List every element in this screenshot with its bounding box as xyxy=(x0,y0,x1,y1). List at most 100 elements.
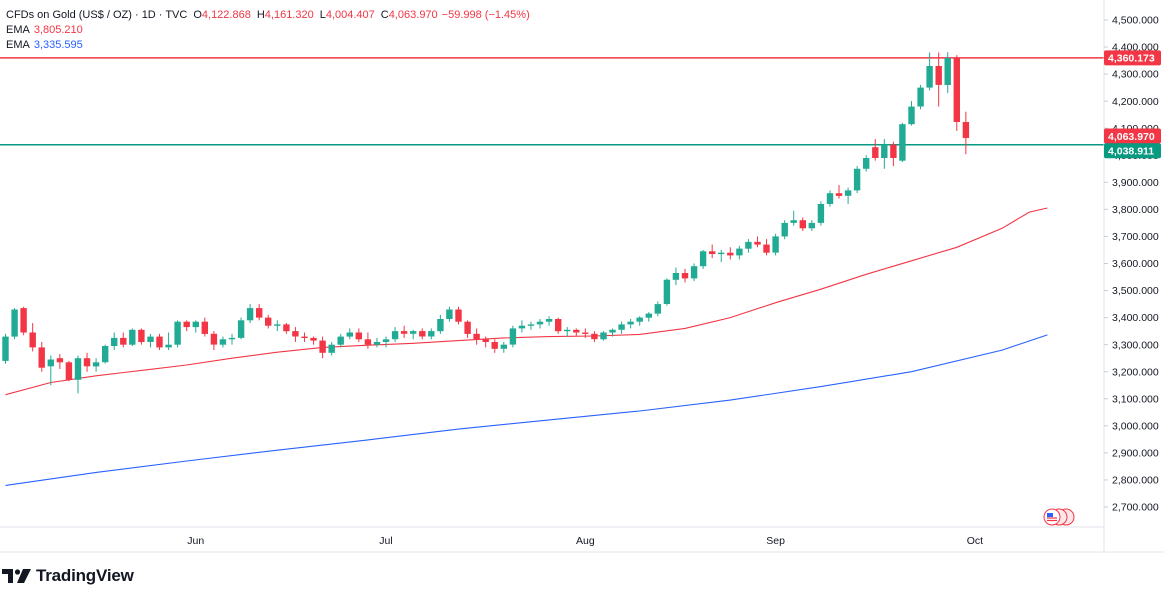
time-tick-label: Sep xyxy=(766,535,785,547)
candle-body xyxy=(663,279,671,304)
candle-body xyxy=(201,321,208,334)
candle-body xyxy=(219,339,227,345)
price-tag xyxy=(1104,50,1161,66)
candle-body xyxy=(38,347,45,368)
price-tick-label: 3,000.000 xyxy=(1112,420,1159,432)
candle-body xyxy=(355,332,362,340)
time-tick-label: Oct xyxy=(967,535,983,547)
candle-body xyxy=(890,144,897,158)
candle-body xyxy=(455,309,462,322)
candle-body xyxy=(917,87,924,107)
candle-body xyxy=(881,144,888,158)
candle-body xyxy=(899,124,906,161)
events-flag-icon[interactable] xyxy=(1043,508,1075,526)
price-tick-label: 2,700.000 xyxy=(1112,502,1159,514)
candle-body xyxy=(11,309,18,337)
price-tick-label: 3,700.000 xyxy=(1112,231,1159,243)
symbol-title[interactable]: CFDs on Gold (US$ / OZ) · 1D · TVC xyxy=(6,9,188,21)
price-tick-label: 2,800.000 xyxy=(1112,475,1159,487)
candle-body xyxy=(926,66,933,88)
candle-body xyxy=(754,241,761,245)
candle-body xyxy=(319,340,326,353)
candle-body xyxy=(56,358,64,363)
candle-body xyxy=(428,331,435,337)
candle-body xyxy=(274,324,281,326)
tradingview-brand[interactable]: TradingView xyxy=(2,566,134,586)
candle-body xyxy=(310,337,317,341)
candle-body xyxy=(799,220,806,229)
candle-body xyxy=(745,241,752,249)
candle-body xyxy=(29,332,36,348)
change-value: −59.998 (−1.45%) xyxy=(441,9,530,21)
candle-body xyxy=(962,122,970,138)
candle-body xyxy=(690,266,698,279)
low-value: 4,004.407 xyxy=(325,9,375,21)
candle-body xyxy=(464,321,471,334)
candle-body xyxy=(473,333,480,340)
candle-body xyxy=(781,222,788,237)
price-tick-label: 3,400.000 xyxy=(1112,312,1159,324)
price-tick-label: 4,200.000 xyxy=(1112,96,1159,108)
price-tick-label: 4,500.000 xyxy=(1112,15,1159,27)
candle-body xyxy=(573,329,580,333)
candle-body xyxy=(183,321,190,328)
candle-body xyxy=(147,336,154,342)
candle-body xyxy=(935,66,942,85)
candle-body xyxy=(763,244,770,253)
candle-body xyxy=(165,344,172,348)
ema-slow-line xyxy=(5,334,1048,486)
candle-body xyxy=(645,313,652,318)
open-value: 4,122.868 xyxy=(201,9,251,21)
candle-body xyxy=(636,317,643,322)
price-tag xyxy=(1104,143,1161,159)
time-tick-label: Jun xyxy=(187,535,204,547)
candle-body xyxy=(210,333,218,345)
ema1-label[interactable]: EMA xyxy=(6,24,30,36)
candle-body xyxy=(582,332,589,334)
price-tick-label: 3,600.000 xyxy=(1112,258,1159,270)
candle-body xyxy=(373,342,381,345)
candle-body xyxy=(944,57,951,85)
candle-body xyxy=(709,251,716,254)
ema1-value: 3,805.210 xyxy=(33,24,83,36)
candle-body xyxy=(491,342,498,349)
price-tick-label: 3,900.000 xyxy=(1112,177,1159,189)
candle-body xyxy=(527,324,535,326)
price-tag xyxy=(1104,128,1161,144)
candle-body xyxy=(555,319,562,332)
candle-body xyxy=(808,222,815,229)
candle-body xyxy=(618,324,625,330)
price-tick-label: 3,300.000 xyxy=(1112,339,1159,351)
candle-body xyxy=(246,308,254,321)
candle-body xyxy=(600,332,607,340)
candle-body xyxy=(174,321,181,345)
candle-body xyxy=(591,333,598,340)
candle-body xyxy=(482,339,489,342)
close-label: C xyxy=(380,9,389,21)
ema-path xyxy=(5,334,1048,486)
time-axis[interactable]: Jun Jul Aug Sep Oct xyxy=(187,535,983,547)
tradingview-logo-icon xyxy=(2,569,31,583)
candle-body xyxy=(545,319,553,322)
high-value: 4,161.320 xyxy=(264,9,314,21)
ema2-label[interactable]: EMA xyxy=(6,39,30,51)
candle-body xyxy=(138,329,145,342)
candle-body xyxy=(872,147,879,158)
candle-body xyxy=(718,252,725,255)
candle-body xyxy=(908,106,915,125)
candle-body xyxy=(817,204,825,223)
candle-body xyxy=(129,329,136,345)
candle-body xyxy=(654,304,661,314)
price-tick-label: 2,900.000 xyxy=(1112,447,1159,459)
candle-body xyxy=(92,362,100,367)
candle-body xyxy=(835,193,843,196)
candle-body xyxy=(446,309,453,319)
candle-body xyxy=(564,329,571,332)
candle-body xyxy=(391,331,399,340)
candle-body xyxy=(790,220,797,223)
price-axis[interactable]: 2,700.000 2,800.000 2,900.000 3,000.000 3,10… xyxy=(1104,15,1159,514)
candle-body xyxy=(228,337,236,340)
candle-body xyxy=(102,346,109,363)
horizontal-levels[interactable] xyxy=(0,57,1104,146)
